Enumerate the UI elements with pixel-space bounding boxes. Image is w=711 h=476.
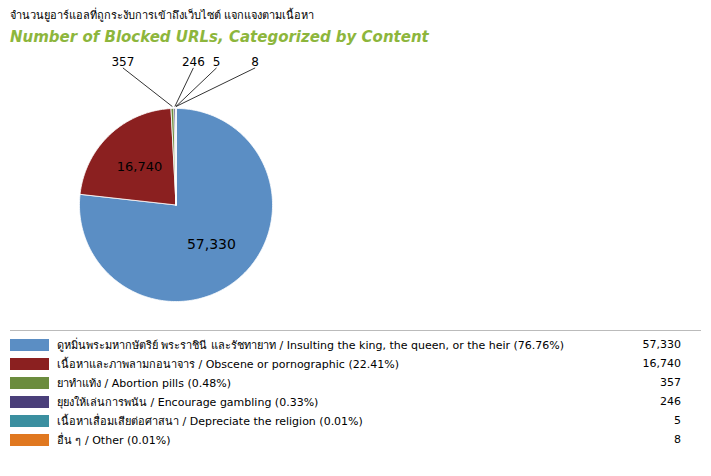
html-text:อื่น ๆ / Other (0.01%): อื่น ๆ / Other (0.01%) — [57, 433, 171, 447]
html-text:357: 357 — [660, 376, 681, 389]
html-text:16,740: 16,740 — [642, 357, 681, 370]
svg-text:8: 8 — [251, 55, 259, 69]
html-text:เนื้อหาและภาพลามกอนาจาร / Obsc: เนื้อหาและภาพลามกอนาจาร / Obscene or por… — [57, 357, 399, 371]
html-text:57,330: 57,330 — [642, 338, 681, 351]
html-text:Number of Blocked URLs, Catego: Number of Blocked URLs, Categorized by C… — [10, 28, 429, 46]
svg-text:246: 246 — [182, 55, 205, 69]
svg-text:57,330: 57,330 — [187, 236, 236, 252]
html-text:5: 5 — [674, 414, 681, 427]
svg-text:5: 5 — [213, 55, 221, 69]
svg-text:357: 357 — [111, 55, 134, 69]
html-text:จำนวนยูอาร์แอลที่ถูกระงับการเข: จำนวนยูอาร์แอลที่ถูกระงับการเข้าถึงเว็บไ… — [10, 9, 315, 22]
html-text:ยาทำแท้ง / Abortion pills (0.4: ยาทำแท้ง / Abortion pills (0.48%) — [57, 376, 231, 390]
svg-text:16,740: 16,740 — [117, 159, 163, 174]
html-text:246: 246 — [660, 395, 681, 408]
html-text:ดูหมิ่นพระมหากษัตริย์ พระราชิน: ดูหมิ่นพระมหากษัตริย์ พระราชินี และรัชทา… — [57, 338, 565, 352]
html-text:8: 8 — [674, 433, 681, 446]
html-text:ยุยงให้เล่นการพนัน / Encourage: ยุยงให้เล่นการพนัน / Encourage gambling … — [57, 395, 319, 409]
html-text:เนื้อหาเสื่อมเสียต่อศาสนา / De: เนื้อหาเสื่อมเสียต่อศาสนา / Depreciate t… — [57, 414, 363, 428]
